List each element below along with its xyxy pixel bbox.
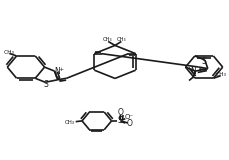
Text: CH₃: CH₃: [215, 72, 226, 77]
Text: O: O: [117, 108, 123, 117]
Text: O: O: [125, 119, 131, 128]
Text: +: +: [58, 67, 63, 72]
Text: S: S: [44, 80, 48, 89]
Text: CH₃: CH₃: [117, 37, 126, 42]
Text: CH₃: CH₃: [102, 37, 112, 42]
Text: O⁻: O⁻: [124, 114, 133, 120]
Text: CH₃: CH₃: [64, 120, 74, 125]
Text: CH₃: CH₃: [3, 50, 14, 55]
Text: S: S: [117, 116, 122, 125]
Text: N: N: [54, 67, 60, 76]
Text: N: N: [189, 67, 195, 76]
Text: S: S: [201, 57, 205, 66]
